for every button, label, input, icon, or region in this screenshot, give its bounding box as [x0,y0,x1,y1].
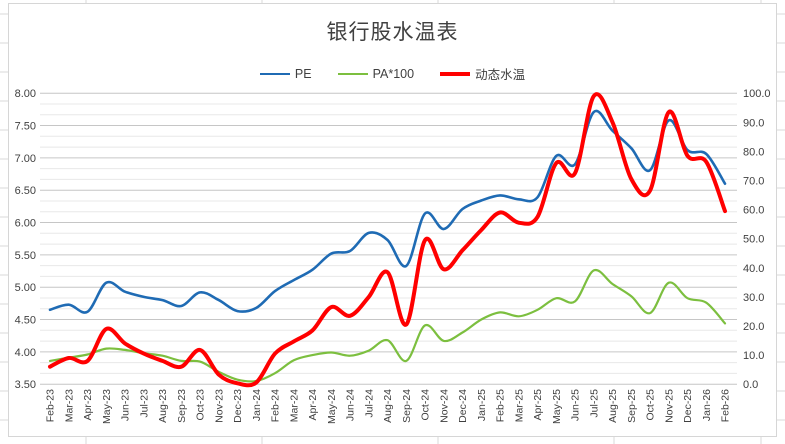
legend-label: PE [294,66,312,81]
x-axis-tick-label: May-25 [551,389,563,424]
x-axis-tick-label: Jun-24 [345,389,357,421]
legend-label: 动态水温 [475,68,526,82]
series-line-pe[interactable] [48,109,727,314]
left-axis-tick-label: 4.00 [15,347,36,359]
x-axis-tick-label: Jul-25 [588,389,600,418]
x-axis-tick-label: Jul-23 [138,389,150,418]
right-axis-tick-label: 10.0 [743,350,764,362]
x-axis-tick-label: Dec-24 [457,389,469,423]
x-axis-tick-label: Aug-24 [382,389,394,423]
legend-item-pa100[interactable]: PA*100 [337,66,415,81]
x-axis-tick-label: Jan-24 [251,389,263,421]
x-axis-tick-label: Nov-25 [663,389,675,423]
x-axis-tick-label: Mar-24 [288,389,300,422]
right-axis-tick-label: 0.0 [743,379,758,391]
right-axis-tick-label: 80.0 [743,146,764,158]
right-axis-tick-label: 40.0 [743,263,764,275]
x-axis-tick-label: Aug-23 [157,389,169,423]
left-axis-tick-label: 3.50 [15,379,36,391]
left-axis-tick-label: 7.50 [15,121,36,133]
left-axis-tick-label: 6.50 [15,185,36,197]
x-axis-tick-label: Feb-26 [720,389,732,422]
x-axis-tick-label: Jul-24 [363,389,375,418]
x-axis-tick-label: Feb-25 [495,389,507,422]
x-axis-tick-label: Apr-24 [307,389,319,421]
x-axis-tick-label: Apr-25 [532,389,544,421]
x-axis-tick-label: Jun-23 [120,389,132,421]
legend-item-dongtai[interactable]: 动态水温 [440,64,525,83]
x-axis-tick-label: Nov-24 [438,389,450,423]
x-axis-tick-label: Oct-23 [195,389,207,421]
left-axis-tick-label: 4.50 [15,315,36,327]
left-axis-tick-label: 5.50 [15,250,36,262]
chart-frame[interactable]: 银行股水温表 PE PA*100 动态水温 [8,3,777,437]
x-axis-tick-label: Apr-23 [82,389,94,421]
chart-legend[interactable]: PE PA*100 动态水温 [9,64,776,83]
chart-title: 银行股水温表 [326,21,459,44]
x-axis-tick-label: Oct-24 [420,389,432,421]
x-axis-tick-label: Jun-25 [570,389,582,421]
legend-item-pe[interactable]: PE [259,66,312,81]
x-axis-tick-label: Dec-25 [682,389,694,423]
legend-line-swatch [337,72,368,75]
x-axis-tick-label: Sep-24 [401,389,413,423]
left-axis-tick-label: 6.00 [15,218,36,230]
x-axis-tick-label: Nov-23 [213,389,225,423]
right-axis-tick-label: 70.0 [743,176,764,188]
left-axis-tick-label: 8.00 [15,88,36,100]
x-axis-tick-label: Feb-24 [270,389,282,422]
x-axis-tick-label: Jan-26 [701,389,713,421]
right-axis-tick-label: 20.0 [743,321,764,333]
left-axis-tick-label: 7.00 [15,153,36,165]
axis-labels-group: 8.00 7.50 7.00 6.50 6.00 5.50 5.00 4.50 4.00 3.50… [15,88,771,424]
left-axis-tick-label: 5.00 [15,282,36,294]
series-line-pa100[interactable] [48,268,727,383]
right-axis-tick-label: 30.0 [743,292,764,304]
right-axis-tick-label: 60.0 [743,205,764,217]
x-axis-tick-label: Sep-25 [626,389,638,423]
x-axis-tick-label: Mar-23 [63,389,75,422]
right-axis-tick-label: 90.0 [743,117,764,129]
x-axis-tick-label: Oct-25 [645,389,657,421]
x-axis-tick-label: Mar-25 [513,389,525,422]
x-axis-tick-label: May-24 [326,389,338,424]
x-axis-tick-label: Dec-23 [232,389,244,423]
x-axis-tick-label: Sep-23 [176,389,188,423]
x-axis-tick-label: May-23 [101,389,113,424]
legend-label: PA*100 [372,66,415,81]
x-axis-tick-label: Aug-25 [607,389,619,423]
legend-line-swatch [440,71,471,76]
right-axis-tick-label: 50.0 [743,234,764,246]
right-axis-tick-label: 100.0 [743,88,771,100]
series-line-dongtai-shuiwen[interactable] [48,92,727,388]
series-group [48,92,727,388]
x-axis-tick-label: Feb-23 [45,389,57,422]
legend-line-swatch [259,72,290,75]
x-axis-tick-label: Jan-25 [476,389,488,421]
